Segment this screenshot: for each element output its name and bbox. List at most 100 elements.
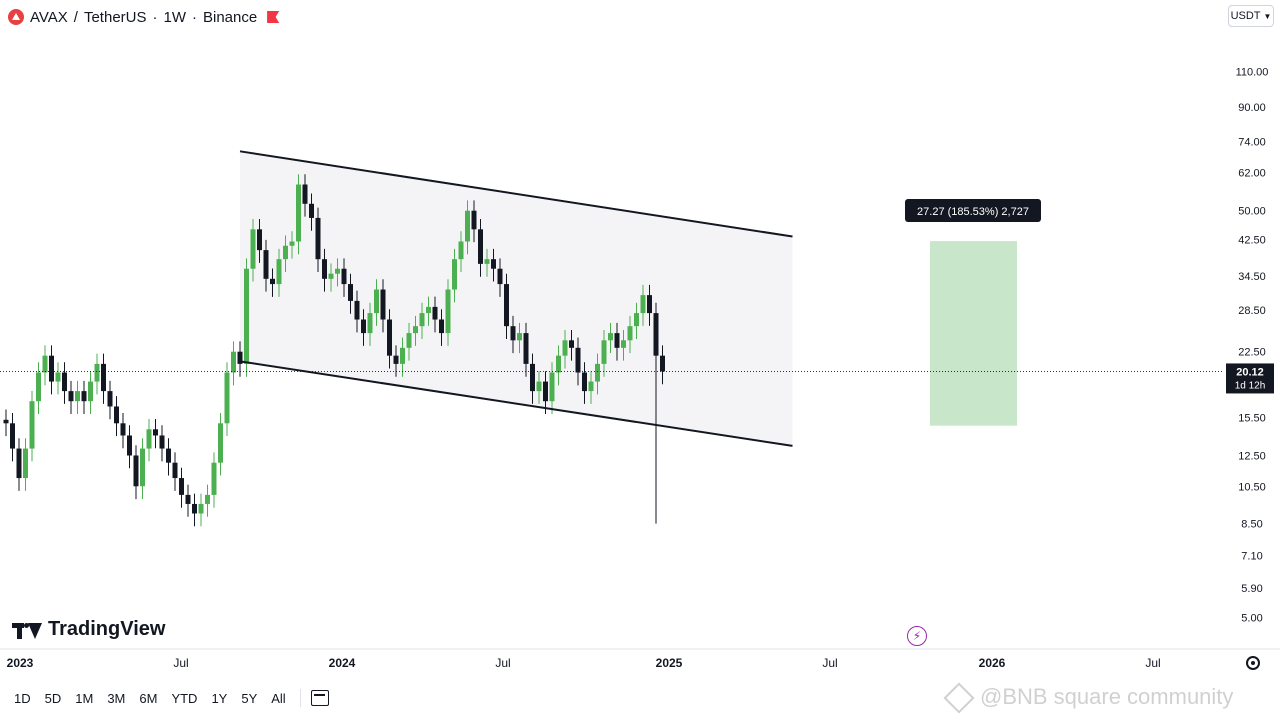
separator-dot: · [192,8,197,26]
candle-body [94,363,100,382]
bar-countdown: 1d 12h [1235,380,1266,391]
candle-body [562,340,568,356]
candle-body [127,435,132,456]
candle-body [432,306,438,320]
candle-body [244,268,249,364]
y-tick-label: 50.00 [1238,206,1266,218]
chart-header: AVAX / TetherUS · 1W · Binance [8,6,280,28]
y-tick-label: 5.00 [1241,612,1262,624]
target-box [930,241,1017,426]
candle-body [205,494,210,504]
range-6m[interactable]: 6M [139,690,158,706]
flag-icon[interactable] [267,11,280,23]
x-tick-label: Jul [822,656,837,670]
candle-body [192,503,197,514]
candle-body [218,423,223,463]
gear-icon[interactable] [1246,656,1260,670]
lightning-icon[interactable]: ⚡ [907,626,927,646]
symbol-name[interactable]: AVAX [30,8,68,26]
range-1d[interactable]: 1D [14,690,31,706]
range-1m[interactable]: 1M [75,690,94,706]
candle-body [614,333,620,348]
quote-asset[interactable]: TetherUS [83,8,147,26]
y-tick-label: 28.50 [1238,305,1266,317]
y-tick-label: 42.50 [1238,234,1266,246]
range-3m[interactable]: 3M [107,690,126,706]
candle-body [549,372,555,402]
y-tick-label: 12.50 [1238,450,1266,462]
candle-body [543,381,548,402]
exchange-name[interactable]: Binance [203,8,258,26]
candle-body [237,351,243,364]
range-ytd[interactable]: YTD [171,690,198,706]
channel-fill [240,151,793,446]
candle-body [68,391,74,402]
channel-lower-line [239,360,793,447]
interval[interactable]: 1W [163,8,187,26]
x-tick-label: 2023 [7,656,34,670]
candle-body [166,448,171,463]
candle-body [595,363,600,382]
measure-label-text: 27.27 (185.53%) 2,727 [917,206,1029,218]
tradingview-wordmark: TradingView [48,618,166,640]
toolbar-divider [299,689,301,707]
candle-body [283,245,288,260]
candle-body [172,462,178,479]
candle-body [439,319,444,334]
currency-selector[interactable]: USDT ▼ [1228,5,1274,27]
candle-body [536,381,542,392]
range-1y[interactable]: 1Y [211,690,228,706]
candle-body [250,229,256,269]
candle-body [374,289,379,314]
candle-body [627,326,633,341]
candle-body [380,289,386,320]
current-price-tag: 20.12 1d 12h [1226,363,1274,394]
candle-body [42,355,48,373]
x-tick-label: 2025 [656,656,683,670]
x-tick-label: Jul [173,656,188,670]
range-toolbar: 1D 5D 1M 3M 6M YTD 1Y 5Y All [0,680,1280,716]
candle-body [510,326,516,341]
candle-body [36,372,41,402]
y-tick-label: 90.00 [1238,102,1266,114]
calendar-icon[interactable] [310,690,329,706]
y-tick-label: 8.50 [1241,519,1262,531]
x-tick-label: Jul [495,656,510,670]
candle-body [367,313,373,334]
candle-body [621,340,626,348]
candle-body [302,184,308,204]
candle-body [348,284,353,301]
y-tick-label: 62.00 [1238,168,1266,180]
candle-body [445,289,451,334]
candle-body [530,363,535,392]
y-tick-label: 10.50 [1238,481,1266,493]
candle-body [413,326,418,334]
x-tick-label: Jul [1145,656,1160,670]
candle-body [341,268,347,285]
candle-body [29,401,35,449]
bnb-logo-icon [943,682,975,714]
range-all[interactable]: All [271,690,286,706]
range-5y[interactable]: 5Y [241,690,258,706]
candle-body [660,355,665,372]
watermark: @BNB square community [943,682,1233,714]
candle-body [458,241,464,260]
candle-body [120,423,126,436]
candle-body [497,268,503,285]
candle-body [556,355,561,373]
candle-body [426,306,431,314]
candle-body [588,381,594,392]
candle-body [263,250,269,279]
candle-body [88,381,93,402]
candle-body [653,313,659,356]
price-chart[interactable]: 27.27 (185.53%) 2,727 110.00 90.00 74.00 62.… [0,0,1280,680]
range-5d[interactable]: 5D [44,690,62,706]
chevron-down-icon: ▼ [1263,11,1272,21]
y-tick-label: 34.50 [1238,271,1266,283]
candle-body [517,333,522,341]
tradingview-logo: TradingView [12,618,165,641]
candle-body [465,210,470,242]
candle-body [471,210,477,230]
candle-body [198,503,204,514]
candle-body [387,319,392,356]
